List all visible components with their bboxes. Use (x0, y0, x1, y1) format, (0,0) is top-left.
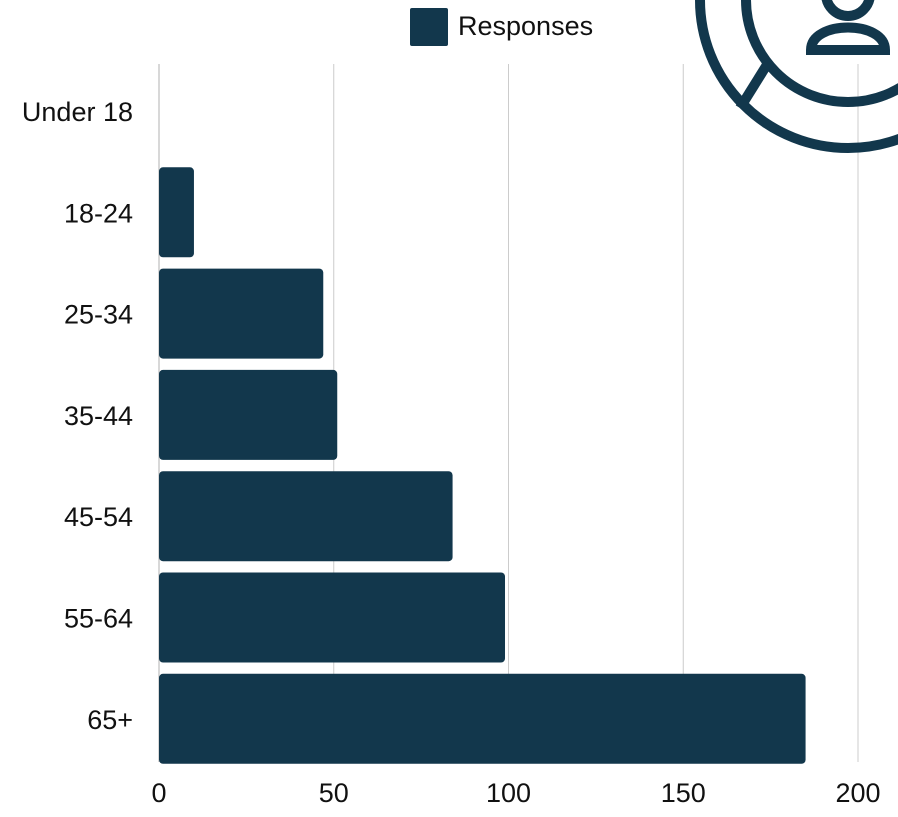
x-tick-label: 50 (319, 778, 349, 808)
category-label: 35-44 (64, 401, 133, 431)
bar (159, 268, 324, 359)
x-tick-label: 0 (151, 778, 166, 808)
category-label: Under 18 (22, 97, 133, 127)
bar (159, 673, 806, 764)
category-label: 45-54 (64, 502, 133, 532)
legend-label: Responses (458, 11, 593, 41)
legend: Responses (410, 8, 593, 46)
user-circle-icon (695, 0, 898, 153)
category-label: 65+ (87, 705, 133, 735)
x-tick-label: 200 (835, 778, 880, 808)
category-label: 55-64 (64, 604, 133, 634)
bars (159, 167, 806, 764)
category-label: 25-34 (64, 300, 133, 330)
bar (159, 471, 453, 562)
x-tick-labels: 0 50 100 150 200 (151, 778, 880, 808)
bar (159, 167, 194, 258)
category-label: 18-24 (64, 198, 133, 228)
legend-swatch (410, 8, 448, 46)
x-tick-label: 150 (661, 778, 706, 808)
bar (159, 572, 506, 663)
bar (159, 369, 338, 460)
category-labels: Under 18 18-24 25-34 35-44 45-54 55-64 65+ (22, 97, 133, 735)
x-tick-label: 100 (486, 778, 531, 808)
